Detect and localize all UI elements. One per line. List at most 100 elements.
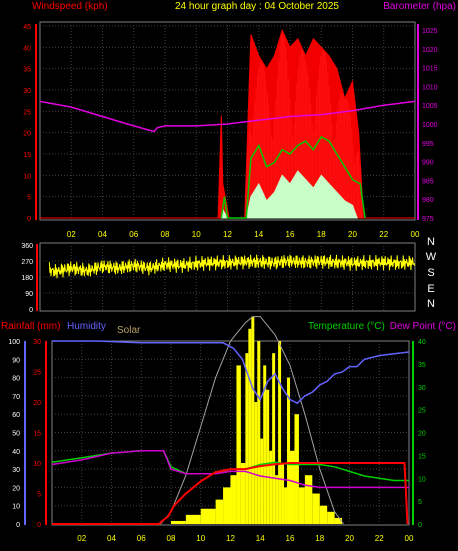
humidity-tick-label: 70 bbox=[12, 394, 20, 401]
solar-bar bbox=[269, 450, 273, 524]
solar-bar bbox=[290, 450, 295, 524]
windspeed-tick-label: 30 bbox=[23, 88, 31, 95]
x-tick-label: 18 bbox=[315, 534, 324, 543]
rainfall-tick-label: 25 bbox=[33, 370, 41, 377]
x-tick-label: 00 bbox=[405, 534, 414, 543]
x-tick-label: 04 bbox=[107, 534, 116, 543]
direction-tick-label: 270 bbox=[21, 259, 33, 266]
solar-bar bbox=[266, 389, 270, 524]
compass-label: W bbox=[426, 251, 437, 263]
temperature-tick-label: 40 bbox=[418, 339, 426, 346]
solar-bar bbox=[230, 475, 237, 524]
humidity-tick-label: 90 bbox=[12, 357, 20, 364]
temperature-tick-label: 35 bbox=[418, 362, 426, 369]
solar-axis-label: Solar bbox=[117, 325, 141, 336]
temperature-tick-label: 15 bbox=[418, 453, 426, 460]
direction-tick-label: 360 bbox=[21, 243, 33, 250]
solar-bar bbox=[304, 475, 313, 524]
rainfall-tick-label: 15 bbox=[33, 431, 41, 438]
solar-max-series bbox=[160, 316, 345, 525]
rainfall-tick-label: 10 bbox=[33, 461, 41, 468]
solar-bar bbox=[223, 487, 231, 524]
direction-tick-label: 0 bbox=[29, 307, 33, 314]
humidity-tick-label: 10 bbox=[12, 504, 20, 511]
barometer-series bbox=[39, 100, 416, 133]
solar-bar bbox=[200, 508, 216, 524]
x-tick-label: 10 bbox=[196, 534, 205, 543]
dewpoint-axis-label: Dew Point (°C) bbox=[390, 321, 456, 332]
chart-title: 24 hour graph day : 04 October 2025 bbox=[175, 1, 339, 12]
x-tick-label: 04 bbox=[98, 230, 107, 239]
windspeed-tick-label: 5 bbox=[27, 195, 31, 202]
solar-bar bbox=[257, 341, 261, 524]
windspeed-tick-label: 15 bbox=[23, 152, 31, 159]
windspeed-tick-label: 45 bbox=[23, 24, 31, 31]
solar-bar bbox=[254, 402, 258, 524]
solar-bar bbox=[263, 365, 267, 524]
windspeed-tick-label: 0 bbox=[27, 216, 31, 223]
barometer-tick-label: 1015 bbox=[422, 66, 438, 73]
humidity-tick-label: 40 bbox=[12, 449, 20, 456]
solar-bar bbox=[312, 493, 320, 524]
humidity-tick-label: 60 bbox=[12, 412, 20, 419]
x-tick-label: 16 bbox=[286, 230, 295, 239]
x-tick-label: 10 bbox=[192, 230, 201, 239]
barometer-tick-label: 1020 bbox=[422, 47, 438, 54]
solar-bar bbox=[248, 328, 252, 524]
compass-label: N bbox=[427, 236, 435, 248]
rainfall-tick-label: 20 bbox=[33, 400, 41, 407]
solar-bar bbox=[185, 514, 201, 524]
rainfall-tick-label: 30 bbox=[33, 339, 41, 346]
x-tick-label: 20 bbox=[348, 230, 357, 239]
barometer-tick-label: 975 bbox=[422, 216, 434, 223]
solar-bar bbox=[281, 463, 285, 524]
barometer-tick-label: 990 bbox=[422, 160, 434, 167]
x-tick-label: 12 bbox=[226, 534, 235, 543]
solar-bar bbox=[327, 511, 335, 524]
x-tick-label: 22 bbox=[379, 230, 388, 239]
x-tick-label: 06 bbox=[137, 534, 146, 543]
x-tick-label: 08 bbox=[161, 230, 170, 239]
solar-bar bbox=[272, 353, 276, 524]
solar-bar bbox=[319, 505, 328, 524]
barometer-tick-label: 980 bbox=[422, 197, 434, 204]
compass-label: S bbox=[427, 267, 434, 279]
x-tick-label: 08 bbox=[167, 534, 176, 543]
windspeed-tick-label: 10 bbox=[23, 173, 31, 180]
x-tick-label: 02 bbox=[77, 534, 86, 543]
x-tick-label: 20 bbox=[345, 534, 354, 543]
solar-bar bbox=[284, 487, 288, 524]
solar-bar bbox=[215, 499, 224, 524]
wind-average-series bbox=[220, 135, 366, 219]
x-tick-label: 06 bbox=[129, 230, 138, 239]
solar-bar bbox=[245, 353, 249, 524]
x-tick-label: 02 bbox=[67, 230, 76, 239]
barometer-tick-label: 985 bbox=[422, 178, 434, 185]
solar-bar bbox=[251, 316, 255, 524]
humidity-axis-label: Humidity bbox=[67, 321, 106, 332]
temperature-axis-label: Temperature (°C) bbox=[308, 321, 385, 332]
x-tick-label: 18 bbox=[317, 230, 326, 239]
solar-bar bbox=[298, 487, 305, 524]
windspeed-tick-label: 40 bbox=[23, 45, 31, 52]
x-tick-label: 12 bbox=[223, 230, 232, 239]
windspeed-axis-label: Windspeed (kph) bbox=[32, 1, 108, 12]
windspeed-tick-label: 35 bbox=[23, 67, 31, 74]
humidity-tick-label: 20 bbox=[12, 485, 20, 492]
barometer-tick-label: 1010 bbox=[422, 84, 438, 91]
direction-tick-label: 180 bbox=[21, 275, 33, 282]
solar-bar bbox=[260, 438, 264, 524]
temperature-tick-label: 25 bbox=[418, 408, 426, 415]
temperature-tick-label: 10 bbox=[418, 476, 426, 483]
rainfall-tick-label: 5 bbox=[37, 492, 41, 499]
temperature-tick-label: 30 bbox=[418, 385, 426, 392]
barometer-tick-label: 1025 bbox=[422, 28, 438, 35]
humidity-tick-label: 50 bbox=[12, 431, 20, 438]
humidity-series bbox=[52, 340, 410, 405]
rainfall-series bbox=[52, 462, 409, 525]
solar-bar bbox=[275, 475, 279, 524]
solar-bar bbox=[236, 365, 241, 524]
direction-tick-label: 90 bbox=[25, 291, 33, 298]
dew-point-series bbox=[51, 450, 409, 489]
